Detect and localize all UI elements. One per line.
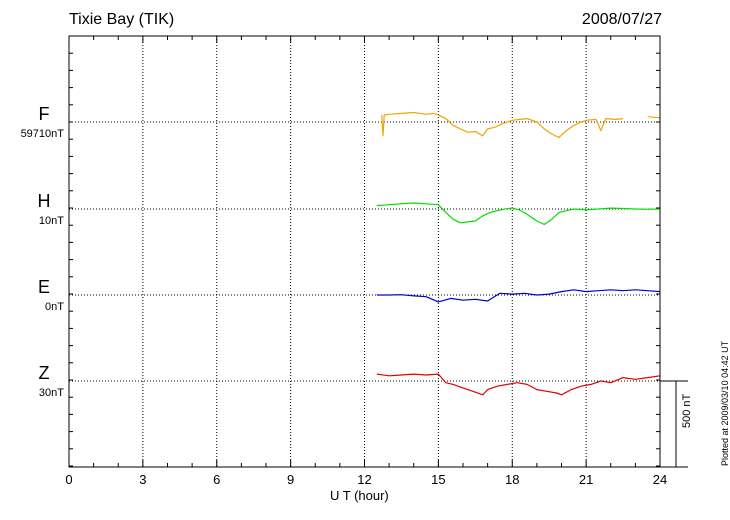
x-tick-label: 24	[653, 472, 667, 487]
series-baseline-h: 10nT	[38, 215, 64, 227]
series-label-z: Z	[38, 363, 50, 383]
chart-title: Tixie Bay (TIK)	[69, 11, 175, 28]
series-label-f: F	[38, 104, 50, 124]
series-label-e: E	[37, 277, 50, 297]
plot-timestamp: Plotted at 2009/03/10 04:42 UT	[720, 340, 730, 466]
x-tick-label: 15	[431, 472, 445, 487]
series-line-h	[376, 202, 661, 226]
tick-labels-layer: 0 3 6 9 12 15 18 21 24	[65, 472, 667, 487]
series-baseline-e: 0nT	[45, 301, 64, 313]
grid-layer	[69, 36, 660, 467]
x-axis-label: U T (hour)	[330, 488, 389, 503]
series-line-f	[381, 111, 661, 139]
scale-bar	[660, 380, 688, 468]
x-tick-label: 6	[213, 472, 220, 487]
series-baseline-f: 59710nT	[20, 128, 64, 140]
date-label: 2008/07/27	[581, 11, 662, 28]
series-line-e	[376, 289, 661, 303]
scale-bar-label: 500 nT	[681, 393, 693, 428]
series-label-h: H	[37, 191, 51, 211]
x-tick-label: 21	[579, 472, 593, 487]
x-tick-label: 3	[139, 472, 146, 487]
x-tick-label: 9	[287, 472, 294, 487]
x-tick-label: 0	[65, 472, 72, 487]
series-line-z	[376, 373, 661, 396]
x-tick-label: 12	[357, 472, 371, 487]
series-baseline-z: 30nT	[38, 387, 64, 399]
x-tick-label: 18	[505, 472, 519, 487]
plot-frame	[68, 35, 661, 468]
ticks-layer	[68, 35, 661, 467]
series-layer	[376, 111, 661, 396]
